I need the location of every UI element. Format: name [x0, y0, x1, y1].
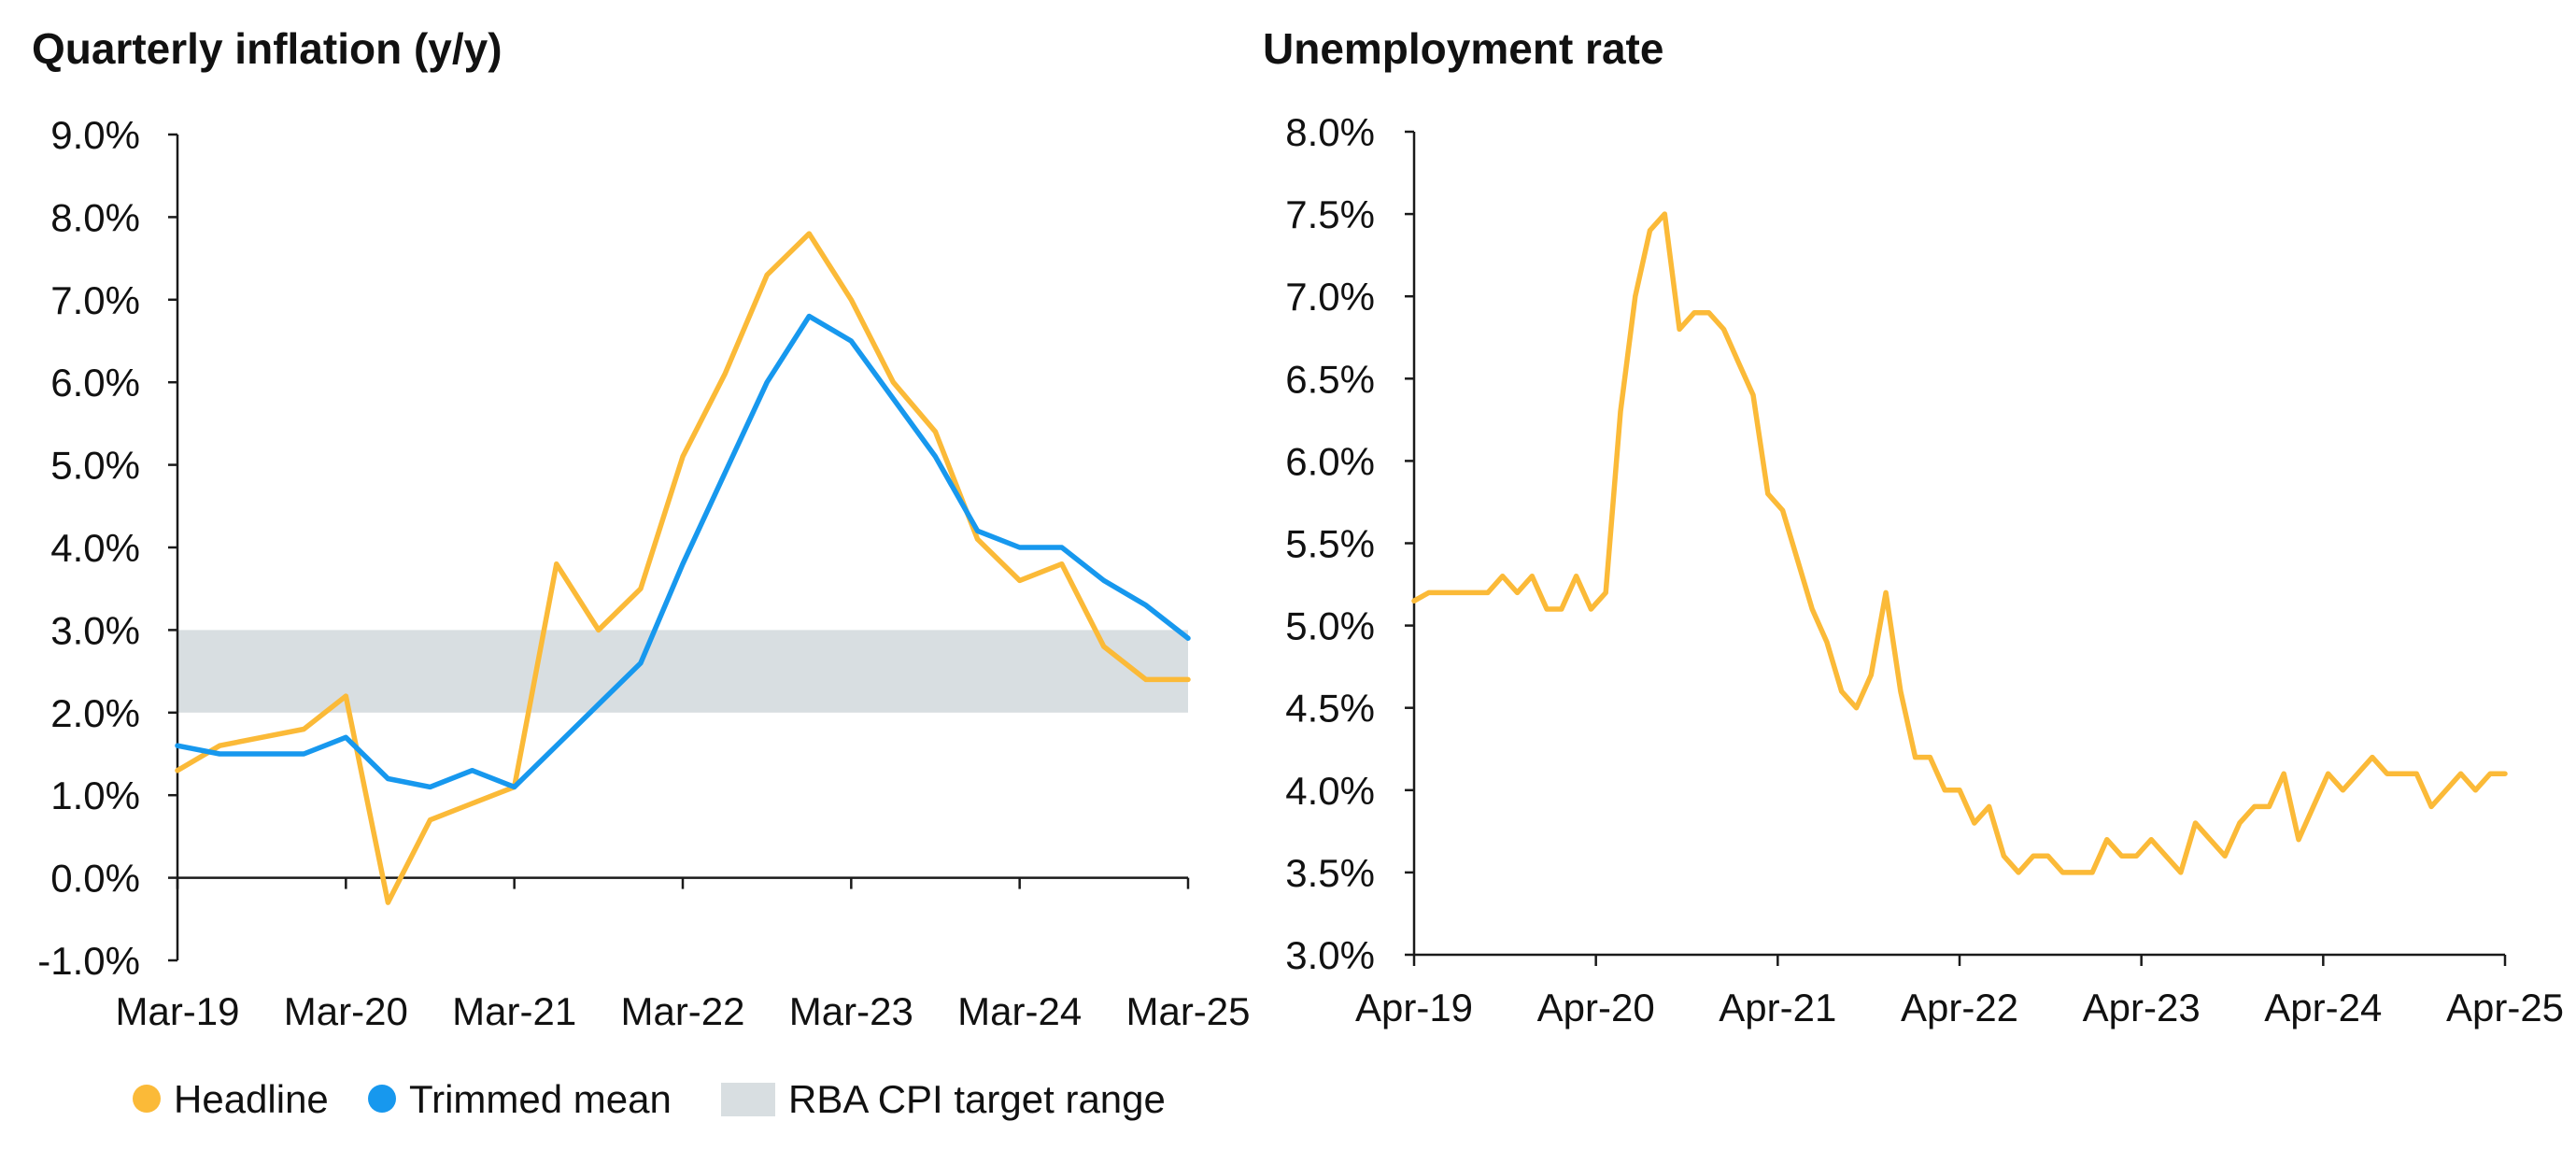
unemployment-y-tick-label: 3.0% — [1285, 933, 1375, 977]
unemployment-x-tick-label: Apr-20 — [1537, 986, 1655, 1029]
target-range-band — [177, 630, 1188, 713]
legend-band-marker — [721, 1083, 775, 1116]
inflation-y-tick-label: 0.0% — [50, 857, 140, 901]
unemployment-y-axis: 3.0% 3.5% 4.0% 4.5% 5.0% 5.5% 6.0% 6.5% 7.0% 7.5%… — [1285, 110, 1416, 977]
inflation-y-tick-label: 7.0% — [50, 278, 140, 322]
inflation-chart-title: Quarterly inflation (y/y) — [32, 24, 502, 73]
trimmed-mean-line — [175, 313, 1191, 790]
inflation-x-tick-label: Mar-21 — [452, 989, 576, 1033]
unemployment-y-tick-label: 8.0% — [1285, 110, 1375, 154]
unemployment-y-tick-label: 6.5% — [1285, 357, 1375, 401]
unemployment-x-tick-label: Apr-25 — [2446, 986, 2564, 1029]
inflation-x-tick-label: Mar-22 — [620, 989, 744, 1033]
unemployment-line — [1411, 211, 2508, 875]
inflation-series — [175, 231, 1191, 905]
unemployment-y-tick-label: 5.5% — [1285, 522, 1375, 566]
inflation-y-tick-label: -1.0% — [37, 939, 140, 983]
inflation-y-axis: -1.0% 0.0% 1.0% 2.0% 3.0% 4.0% 5.0% 6.0% 7.0% 8.0… — [37, 113, 179, 983]
inflation-x-tick-label: Mar-19 — [115, 989, 239, 1033]
unemployment-x-tick-label: Apr-19 — [1355, 986, 1473, 1029]
unemployment-chart: Unemployment rate 3.0% 3.5% 4.0% 4.5% 5.0% 5.… — [1263, 24, 2564, 1029]
unemployment-y-tick-label: 6.0% — [1285, 439, 1375, 483]
legend-trimmed-label: Trimmed mean — [409, 1077, 672, 1121]
inflation-y-tick-label: 1.0% — [50, 774, 140, 817]
unemployment-x-tick-label: Apr-22 — [1901, 986, 2018, 1029]
inflation-x-tick-label: Mar-23 — [789, 989, 913, 1033]
unemployment-x-tick-label: Apr-24 — [2264, 986, 2382, 1029]
unemployment-y-tick-label: 4.5% — [1285, 687, 1375, 731]
legend-headline-label: Headline — [174, 1077, 329, 1121]
unemployment-x-tick-label: Apr-23 — [2083, 986, 2201, 1029]
inflation-x-tick-label: Mar-20 — [284, 989, 408, 1033]
legend: Headline Trimmed mean RBA CPI target ran… — [133, 1077, 1166, 1121]
inflation-y-tick-label: 4.0% — [50, 526, 140, 570]
inflation-x-tick-label: Mar-24 — [957, 989, 1082, 1033]
unemployment-y-tick-label: 7.0% — [1285, 275, 1375, 319]
unemployment-y-tick-label: 7.5% — [1285, 192, 1375, 236]
inflation-y-tick-label: 8.0% — [50, 195, 140, 239]
inflation-x-axis: Mar-19 Mar-20 Mar-21 Mar-22 Mar-23 Mar-24 Mar-… — [115, 876, 1251, 1033]
inflation-y-tick-label: 6.0% — [50, 361, 140, 405]
unemployment-y-tick-label: 4.0% — [1285, 769, 1375, 813]
unemployment-chart-title: Unemployment rate — [1263, 24, 1663, 73]
inflation-chart: Quarterly inflation (y/y) -1.0% 0.0% 1.0% 2… — [32, 24, 1251, 1033]
inflation-y-tick-label: 3.0% — [50, 608, 140, 652]
unemployment-x-tick-label: Apr-21 — [1719, 986, 1836, 1029]
legend-headline-marker — [133, 1085, 161, 1113]
inflation-x-tick-label: Mar-25 — [1125, 989, 1250, 1033]
legend-trimmed-marker — [368, 1085, 396, 1113]
unemployment-y-tick-label: 3.5% — [1285, 851, 1375, 895]
legend-band-label: RBA CPI target range — [788, 1077, 1166, 1121]
unemployment-x-axis: Apr-19 Apr-20 Apr-21 Apr-22 Apr-23 Apr-24 Apr-… — [1355, 953, 2564, 1029]
headline-line — [175, 231, 1191, 905]
inflation-y-tick-label: 5.0% — [50, 444, 140, 488]
unemployment-series — [1411, 211, 2508, 875]
inflation-y-tick-label: 9.0% — [50, 113, 140, 157]
unemployment-y-tick-label: 5.0% — [1285, 604, 1375, 648]
inflation-y-tick-label: 2.0% — [50, 691, 140, 735]
